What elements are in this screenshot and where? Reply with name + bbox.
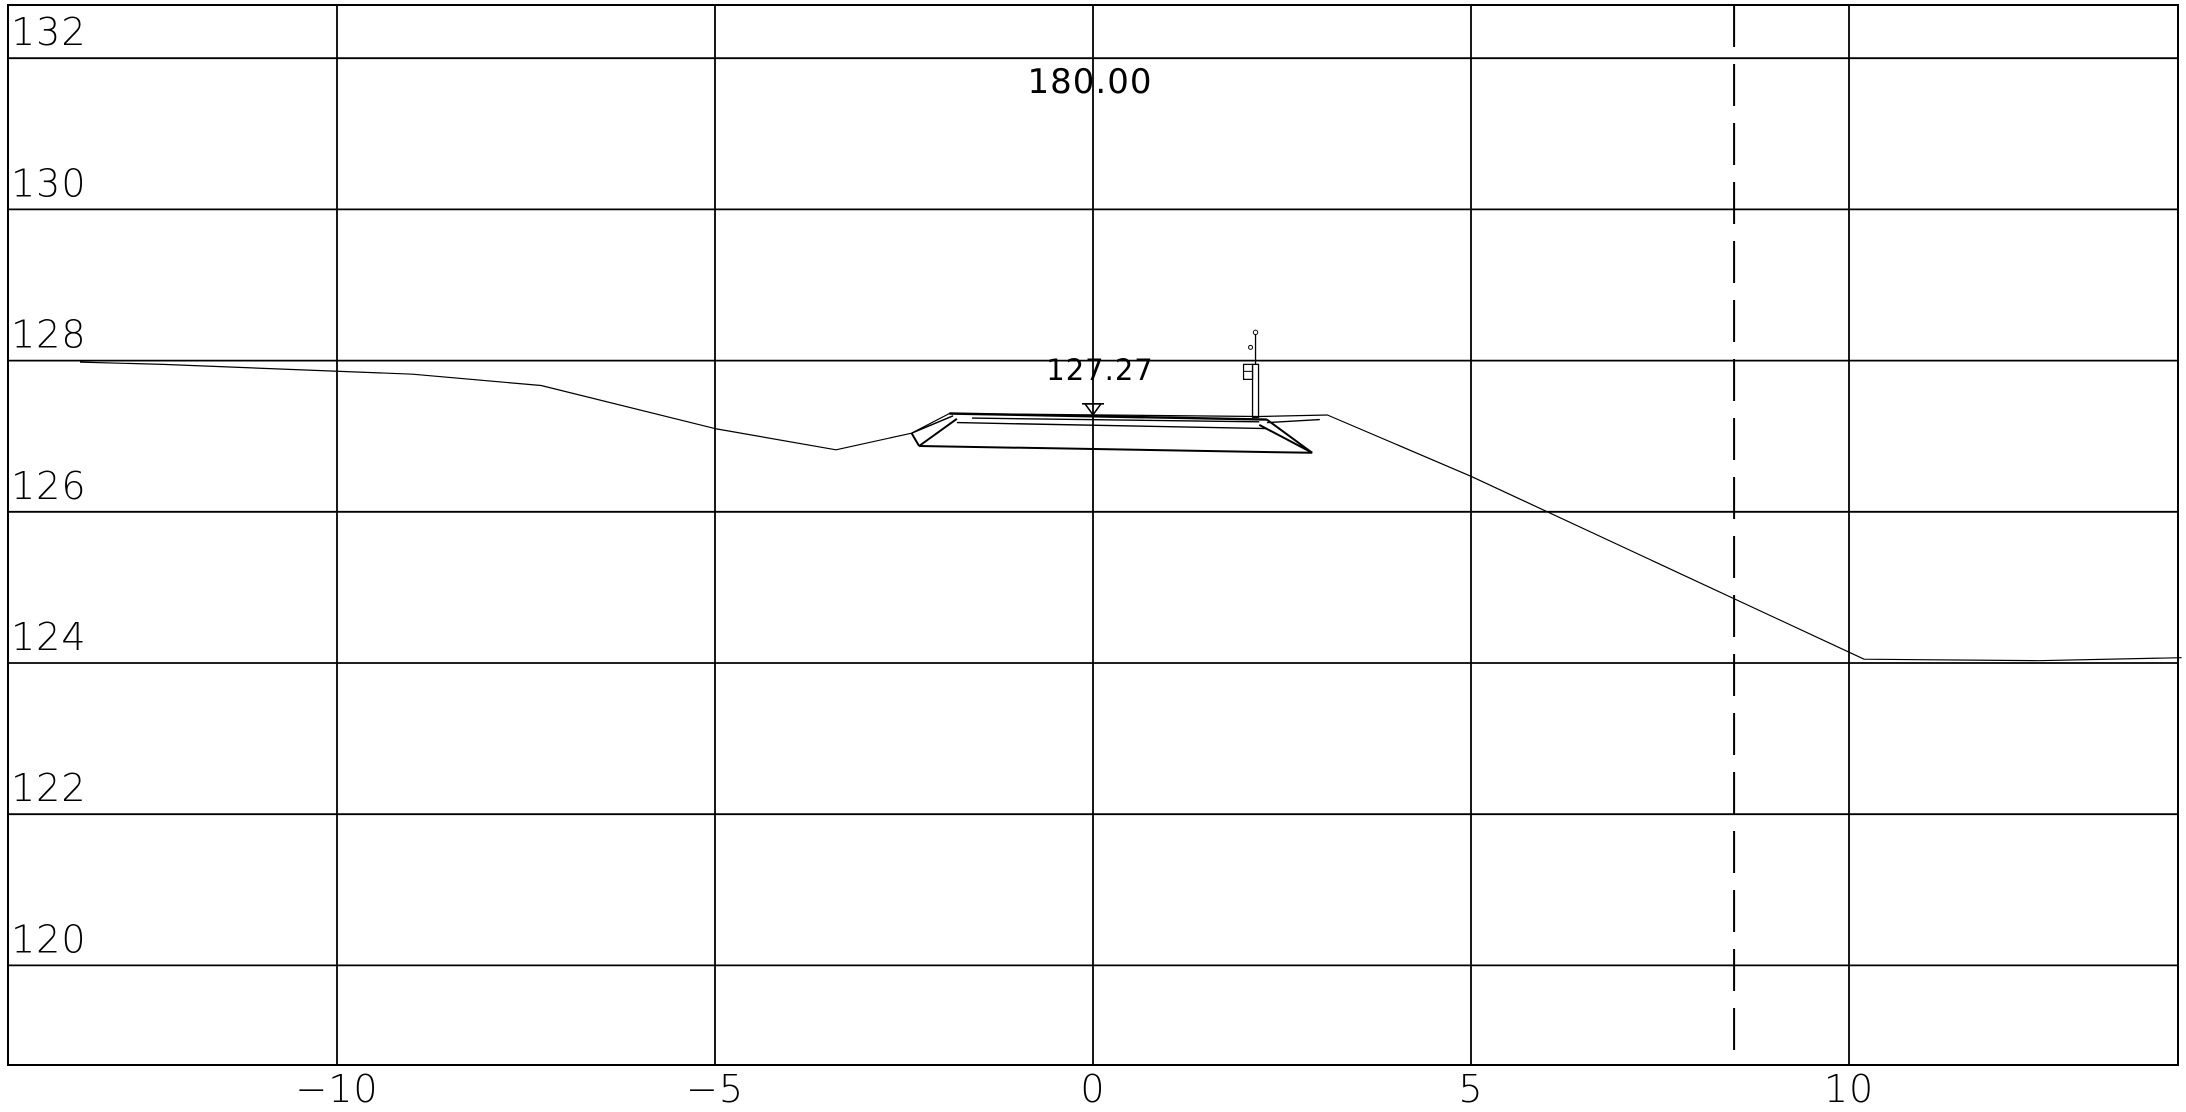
y-tick-label: 122 <box>11 766 87 810</box>
y-tick-label: 132 <box>11 10 87 54</box>
embankment-left-inner <box>918 417 958 447</box>
embankment-ballast-line <box>911 415 954 434</box>
x-tick-label: −10 <box>295 1067 378 1111</box>
y-tick-label: 120 <box>11 917 87 961</box>
y-tick-label: 124 <box>11 615 87 659</box>
mast-top-insulator-icon <box>1252 329 1259 336</box>
embankment-ballast-line <box>1266 418 1320 424</box>
chainage-label: 180.00 <box>1028 62 1153 102</box>
elevation-marker-label: 127.27 <box>1046 353 1153 387</box>
x-tick-label: −5 <box>686 1067 744 1111</box>
y-tick-label: 128 <box>11 313 87 357</box>
embankment-right-side <box>1266 418 1313 454</box>
x-tick-label: 0 <box>1080 1067 1105 1111</box>
embankment-top-line <box>949 412 1267 421</box>
embankment-left-side <box>910 432 920 447</box>
embankment-right-inner <box>1258 424 1313 454</box>
embankment-base-line <box>919 445 1313 454</box>
x-tick-label: 10 <box>1824 1067 1874 1111</box>
mast-pole-icon <box>1251 363 1260 418</box>
y-tick-label: 130 <box>11 161 87 205</box>
embankment-ballast-line <box>971 417 1260 423</box>
embankment-ballast-line <box>956 421 1267 430</box>
x-tick-label: 5 <box>1458 1067 1483 1111</box>
mast-insulator-icon <box>1248 344 1254 350</box>
ground-profile-line <box>79 361 2182 662</box>
features <box>79 329 2182 662</box>
grid <box>7 4 2179 1066</box>
labels: 180.00 127.27 132 130 128 126 124 122 120 −10 −5… <box>11 10 1874 1111</box>
y-tick-label: 126 <box>11 464 87 508</box>
